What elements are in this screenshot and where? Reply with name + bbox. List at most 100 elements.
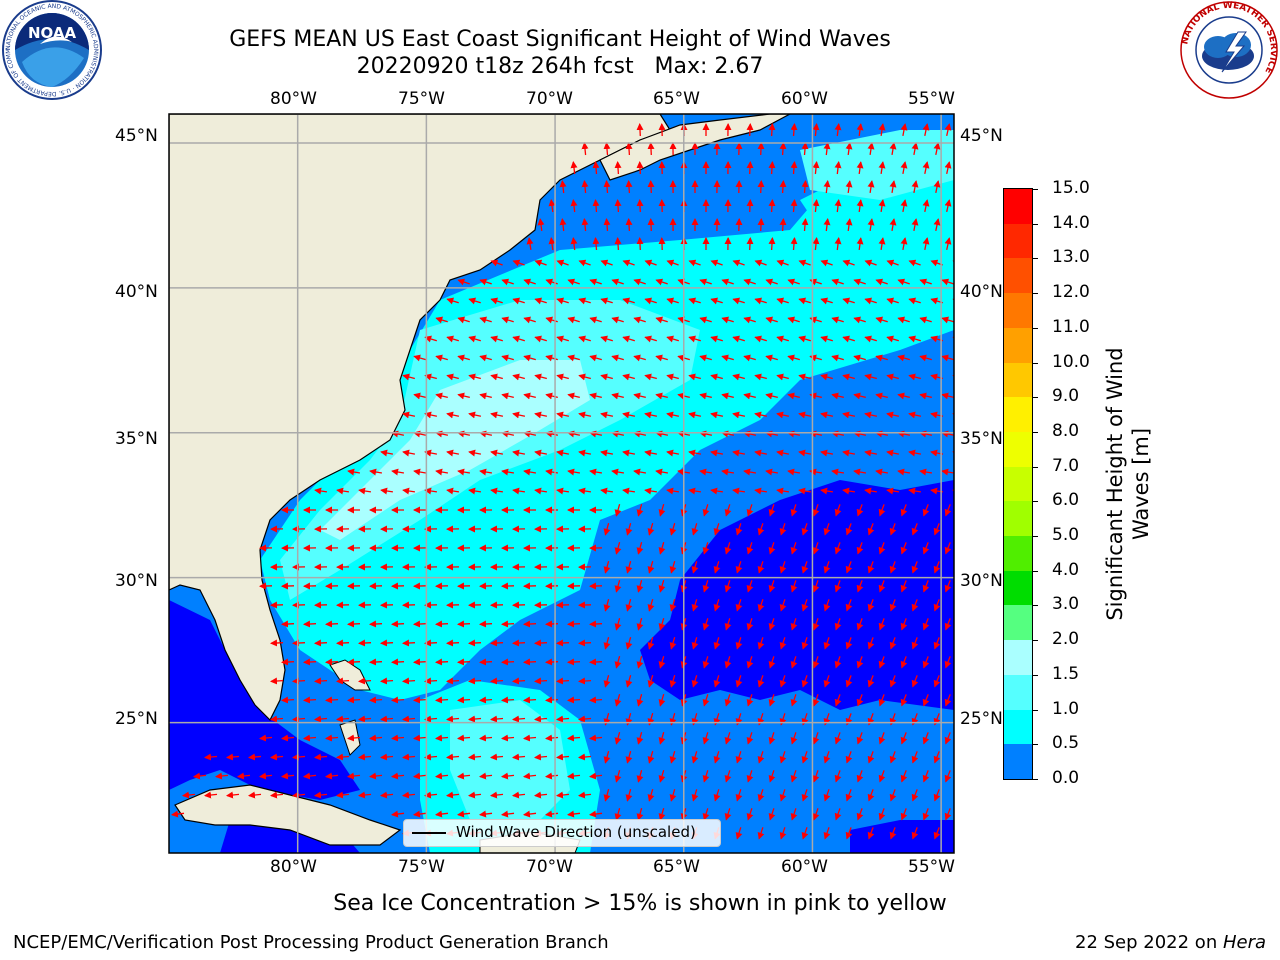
wave-direction-arrow — [889, 218, 897, 232]
wave-direction-arrow — [578, 335, 591, 343]
wave-direction-arrow — [765, 354, 778, 362]
wave-direction-arrow — [501, 620, 515, 628]
wave-direction-arrow — [556, 487, 569, 495]
wave-direction-arrow — [721, 354, 734, 362]
wave-direction-arrow — [567, 468, 581, 476]
wave-direction-arrow — [688, 297, 701, 305]
wave-direction-arrow — [512, 373, 525, 381]
wave-direction-arrow — [776, 373, 789, 381]
wave-direction-arrow — [556, 639, 570, 647]
wave-direction-arrow — [853, 278, 866, 286]
wave-direction-arrow — [941, 392, 954, 400]
wave-direction-arrow — [457, 392, 470, 400]
wave-direction-arrow — [556, 449, 570, 457]
wave-direction-arrow — [358, 791, 372, 799]
lat-label-right-30n: 30°N — [960, 571, 1003, 591]
wave-direction-arrow — [281, 620, 295, 628]
wave-direction-arrow — [347, 658, 361, 666]
wave-direction-arrow — [922, 618, 930, 631]
wave-direction-arrow — [614, 770, 622, 783]
wave-direction-arrow — [589, 392, 602, 400]
wave-direction-arrow — [479, 658, 493, 666]
wave-direction-arrow — [636, 199, 644, 213]
wave-direction-arrow — [933, 675, 941, 688]
wave-direction-arrow — [834, 123, 842, 137]
wave-direction-arrow — [314, 487, 327, 495]
wave-direction-arrow — [666, 335, 679, 343]
wave-direction-arrow — [457, 658, 471, 666]
wave-direction-arrow — [801, 751, 809, 764]
wave-direction-arrow — [911, 675, 919, 688]
wave-direction-arrow — [468, 715, 482, 723]
wave-direction-arrow — [204, 791, 218, 799]
wave-direction-arrow — [380, 487, 393, 495]
wave-direction-arrow — [644, 259, 657, 267]
wave-direction-arrow — [944, 542, 952, 555]
lon-label-top-65w: 65°W — [653, 89, 700, 109]
wave-direction-arrow — [435, 316, 448, 324]
wave-direction-arrow — [878, 618, 886, 631]
lon-label-top-75w: 75°W — [398, 89, 445, 109]
wave-direction-arrow — [658, 618, 666, 631]
wave-direction-arrow — [911, 637, 919, 650]
colorbar-segment — [1004, 674, 1032, 710]
wave-direction-arrow — [922, 580, 930, 593]
wave-direction-arrow — [501, 658, 515, 666]
colorbar-tick-label: 4.0 — [1052, 559, 1080, 580]
wave-direction-arrow — [655, 278, 668, 286]
wave-direction-arrow — [864, 411, 878, 419]
wave-direction-arrow — [867, 142, 875, 155]
wave-direction-arrow — [710, 259, 723, 267]
wave-direction-arrow — [413, 354, 426, 362]
wave-direction-arrow — [691, 675, 699, 688]
wave-direction-arrow — [768, 123, 776, 137]
wave-direction-arrow — [369, 772, 383, 780]
wave-direction-arrow — [790, 199, 798, 213]
wave-direction-arrow — [512, 791, 526, 799]
wave-direction-arrow — [380, 677, 394, 685]
wave-direction-arrow — [644, 297, 657, 305]
wave-direction-arrow — [812, 580, 820, 593]
wave-direction-arrow — [468, 373, 481, 381]
wave-direction-arrow — [259, 772, 273, 780]
land-north-america — [169, 114, 671, 722]
wave-direction-arrow — [957, 523, 962, 534]
wave-direction-arrow — [611, 468, 625, 476]
wave-direction-arrow — [402, 487, 415, 495]
colorbar-segment — [1004, 397, 1032, 432]
wave-direction-arrow — [446, 297, 459, 305]
wave-direction-arrow — [636, 161, 644, 175]
wave-direction-arrow — [556, 677, 570, 685]
wave-direction-arrow — [303, 658, 317, 666]
wave-direction-arrow — [512, 411, 526, 419]
wave-direction-arrow — [292, 791, 306, 799]
wave-direction-arrow — [633, 316, 646, 324]
wave-direction-arrow — [336, 487, 349, 495]
wave-direction-arrow — [622, 335, 635, 343]
wave-direction-arrow — [867, 789, 875, 802]
wave-direction-arrow — [867, 599, 875, 612]
wave-direction-arrow — [446, 753, 460, 761]
wave-direction-arrow — [878, 732, 886, 745]
colorbar-tick-mark — [1033, 362, 1038, 364]
wave-direction-arrow — [823, 827, 831, 840]
wave-direction-arrow — [314, 791, 328, 799]
wave-direction-arrow — [336, 677, 350, 685]
wave-direction-arrow — [798, 373, 811, 381]
wave-direction-arrow — [636, 732, 644, 745]
wave-direction-arrow — [710, 297, 723, 305]
wave-direction-arrow — [614, 656, 622, 669]
wave-direction-arrow — [812, 694, 820, 707]
wave-direction-arrow — [614, 237, 622, 251]
wave-direction-arrow — [603, 599, 611, 612]
wave-direction-arrow — [578, 715, 592, 723]
lat-label-left-25n: 25°N — [115, 709, 158, 729]
wave-direction-arrow — [622, 411, 636, 419]
wave-direction-arrow — [512, 449, 526, 457]
wave-direction-arrow — [768, 770, 776, 783]
wave-direction-arrow — [578, 487, 591, 495]
wave-direction-arrow — [864, 259, 877, 267]
wave-direction-arrow — [798, 335, 811, 343]
wave-direction-arrow — [878, 694, 886, 707]
wave-direction-arrow — [358, 753, 372, 761]
